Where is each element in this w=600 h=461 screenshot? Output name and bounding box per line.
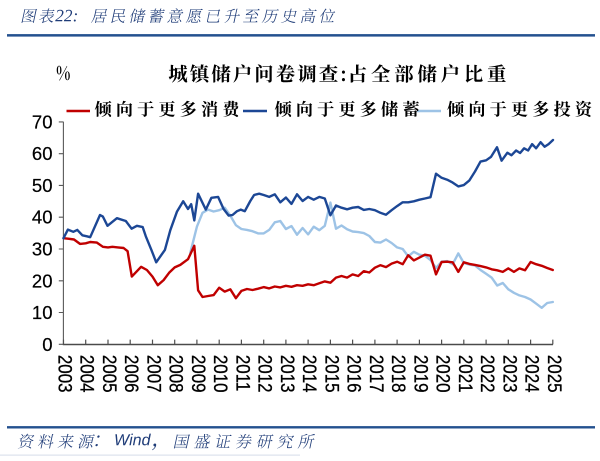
svg-text:2009: 2009 <box>188 355 209 393</box>
svg-text:2014: 2014 <box>299 355 320 393</box>
svg-text:2007: 2007 <box>143 355 164 393</box>
svg-text:30: 30 <box>32 239 53 260</box>
svg-text:2011: 2011 <box>232 355 253 391</box>
svg-text:60: 60 <box>32 143 53 164</box>
svg-text:2005: 2005 <box>99 355 120 393</box>
svg-text:2010: 2010 <box>210 355 231 393</box>
svg-text:2015: 2015 <box>321 355 342 393</box>
svg-text:2017: 2017 <box>366 355 387 393</box>
svg-text:2022: 2022 <box>477 355 498 393</box>
svg-text:2025: 2025 <box>544 355 565 393</box>
svg-text:2016: 2016 <box>343 355 364 393</box>
svg-text:40: 40 <box>32 207 53 228</box>
svg-text:2020: 2020 <box>432 355 453 393</box>
svg-text:2008: 2008 <box>165 355 186 393</box>
svg-text:2004: 2004 <box>76 355 97 393</box>
svg-text:2018: 2018 <box>388 355 409 393</box>
svg-text:50: 50 <box>32 175 53 196</box>
svg-text:10: 10 <box>32 302 53 323</box>
svg-text:2019: 2019 <box>410 355 431 393</box>
svg-text:2012: 2012 <box>254 355 275 393</box>
svg-text:70: 70 <box>32 111 53 132</box>
svg-text:2003: 2003 <box>54 355 75 393</box>
svg-text:2023: 2023 <box>499 355 520 393</box>
svg-text:0: 0 <box>42 334 52 355</box>
svg-text:2013: 2013 <box>277 355 298 393</box>
svg-text:2006: 2006 <box>121 355 142 393</box>
svg-text:2024: 2024 <box>521 355 542 393</box>
svg-text:2021: 2021 <box>455 355 476 393</box>
svg-text:20: 20 <box>32 270 53 291</box>
